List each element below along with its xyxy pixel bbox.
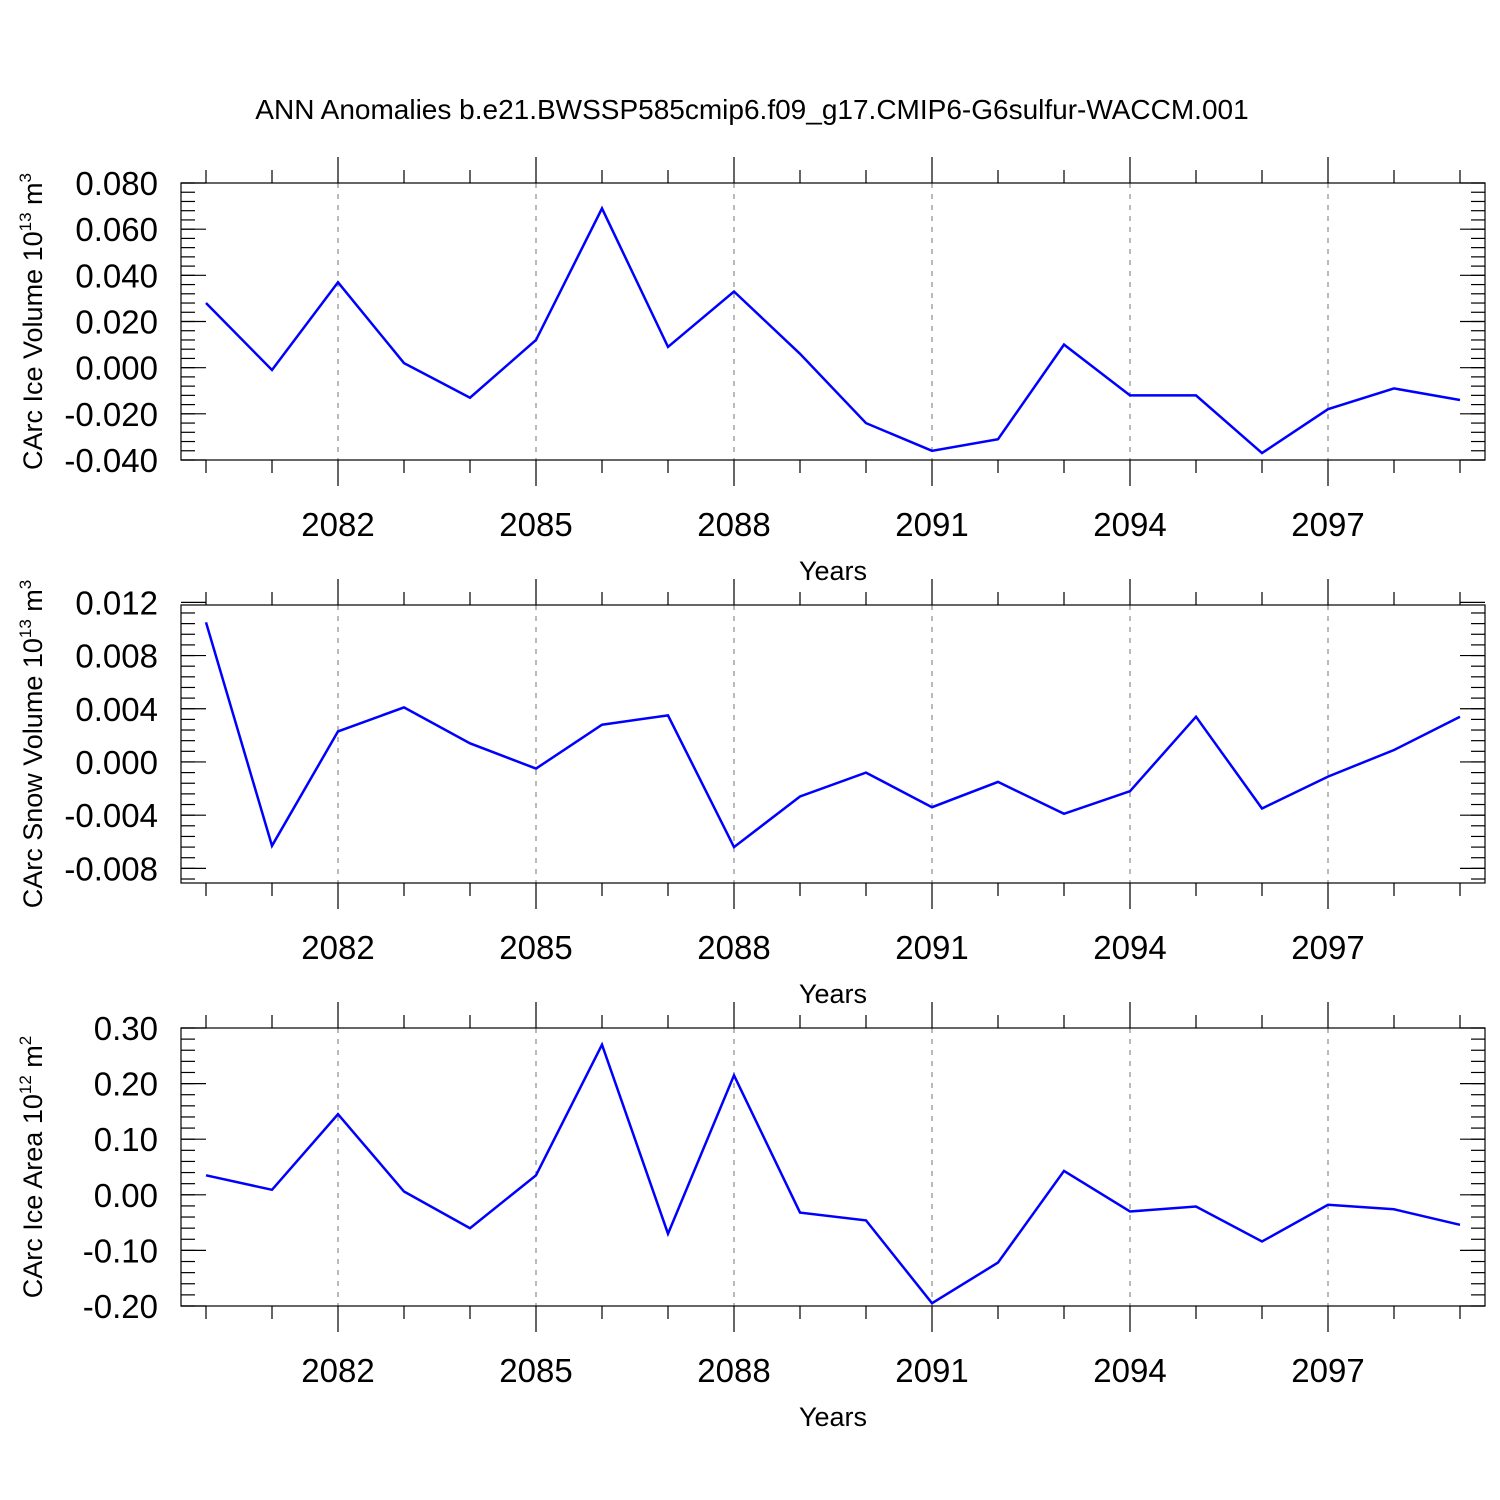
x-tick-label: 2085 — [499, 929, 572, 966]
x-tick-label: 2082 — [301, 929, 374, 966]
y-tick-label: 0.020 — [75, 304, 158, 341]
x-tick-label: 2097 — [1291, 506, 1364, 543]
y-axis-label: CArc Ice Volume 1013 m3 — [16, 173, 48, 470]
y-tick-label: 0.00 — [94, 1177, 158, 1214]
x-tick-label: 2085 — [499, 1352, 572, 1389]
x-tick-label: 2088 — [697, 506, 770, 543]
y-tick-label: 0.040 — [75, 257, 158, 294]
x-tick-label: 2091 — [895, 1352, 968, 1389]
plot-frame — [180, 1027, 1486, 1307]
y-tick-label: 0.000 — [75, 744, 158, 781]
y-tick-label: 0.080 — [75, 165, 158, 202]
series-line — [205, 205, 1461, 455]
x-tick-label: 2094 — [1093, 929, 1166, 966]
x-tick-label: 2097 — [1291, 929, 1364, 966]
x-tick-label: 2088 — [697, 929, 770, 966]
series-line — [204, 621, 1461, 850]
x-tick-label: 2085 — [499, 506, 572, 543]
chart-panel-2: 2082 2085 2088 2091 2094 2097 Years 0.012 0.008 0… — [16, 579, 1486, 1009]
y-tick-label: -0.040 — [64, 442, 158, 479]
x-tick-label: 2094 — [1093, 1352, 1166, 1389]
y-tick-label: 0.008 — [75, 638, 158, 675]
x-axis-label: Years — [799, 979, 867, 1009]
x-axis-label: Years — [799, 556, 867, 586]
y-tick-label: 0.004 — [75, 691, 158, 728]
x-tick-label: 2097 — [1291, 1352, 1364, 1389]
x-tick-label: 2082 — [301, 506, 374, 543]
y-tick-label: 0.012 — [75, 584, 158, 621]
x-tick-label: 2091 — [895, 929, 968, 966]
y-axis-label: CArc Snow Volume 1013 m3 — [16, 580, 48, 909]
x-tick-label: 2091 — [895, 506, 968, 543]
plot-frame — [180, 182, 1486, 461]
y-tick-label: -0.008 — [64, 850, 158, 887]
y-tick-label: 0.30 — [94, 1010, 158, 1047]
figure-title: ANN Anomalies b.e21.BWSSP585cmip6.f09_g1… — [255, 94, 1248, 125]
x-axis-label: Years — [799, 1402, 867, 1432]
plot-frame — [180, 604, 1486, 884]
x-tick-label: 2088 — [697, 1352, 770, 1389]
chart-panel-1: 2082 2085 2088 2091 2094 2097 Years 0.080 0.060 0… — [16, 157, 1486, 586]
x-tick-label: 2082 — [301, 1352, 374, 1389]
y-tick-label: -0.020 — [64, 396, 158, 433]
y-tick-label: -0.004 — [64, 797, 158, 834]
y-tick-label: 0.060 — [75, 211, 158, 248]
y-tick-label: -0.10 — [83, 1232, 158, 1269]
y-tick-label: 0.20 — [94, 1066, 158, 1103]
y-axis-label: CArc Ice Area 1012 m2 — [16, 1036, 48, 1299]
x-tick-label: 2094 — [1093, 506, 1166, 543]
y-tick-label: 0.10 — [94, 1121, 158, 1158]
y-tick-label: 0.000 — [75, 350, 158, 387]
series-line — [205, 1041, 1461, 1305]
chart-panel-3: 2082 2085 2088 2091 2094 2097 Years 0.30 0.20 0.1… — [16, 1002, 1486, 1432]
panels: 2082 2085 2088 2091 2094 2097 Years 0.080 0.060 0… — [16, 157, 1486, 1432]
y-tick-label: -0.20 — [83, 1288, 158, 1325]
